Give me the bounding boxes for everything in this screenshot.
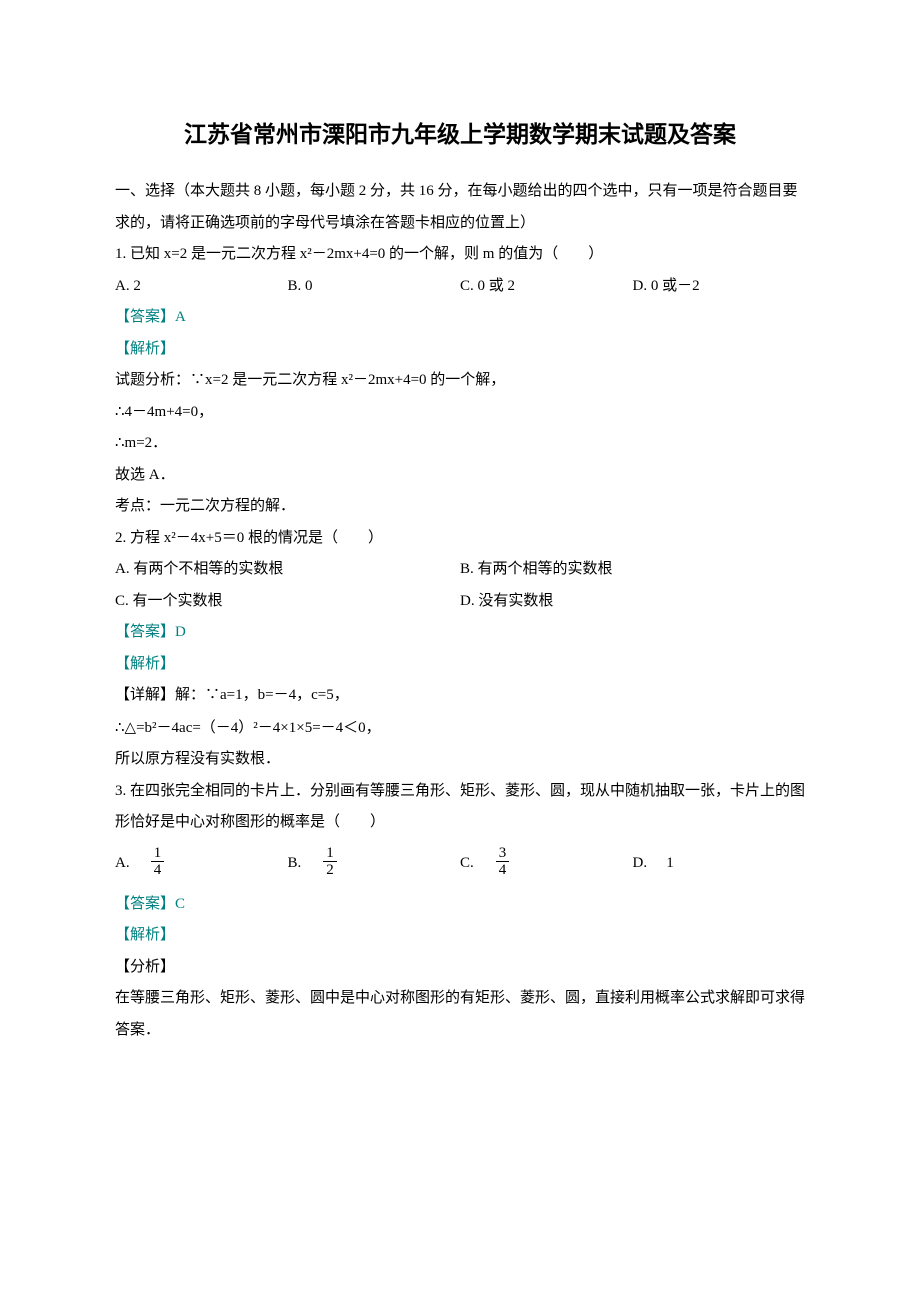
q3-analysis-label: 【解析】	[115, 920, 805, 952]
q2-sol-line1: 【详解】解：∵a=1，b=－4，c=5，	[115, 680, 805, 712]
q1-options: A. 2 B. 0 C. 0 或 2 D. 0 或－2	[115, 271, 805, 303]
section-intro: 一、选择（本大题共 8 小题，每小题 2 分，共 16 分，在每小题给出的四个选…	[115, 176, 805, 239]
q3-option-d: D. 1	[633, 848, 806, 880]
q2-option-d: D. 没有实数根	[460, 586, 805, 618]
q1-analysis-label: 【解析】	[115, 334, 805, 366]
q1-option-b: B. 0	[288, 271, 461, 303]
q3-option-c: C. 34	[460, 847, 633, 881]
q2-sol-line2: ∴△=b²－4ac=（－4）²－4×1×5=－4＜0，	[115, 712, 805, 745]
q2-sol-line3: 所以原方程没有实数根．	[115, 744, 805, 776]
q2-options: A. 有两个不相等的实数根 B. 有两个相等的实数根 C. 有一个实数根 D. …	[115, 554, 805, 617]
q1-option-c: C. 0 或 2	[460, 271, 633, 303]
q3-fenxi-label: 【分析】	[115, 952, 805, 984]
q1-sol-line2: ∴4－4m+4=0，	[115, 397, 805, 429]
q2-option-c: C. 有一个实数根	[115, 586, 460, 618]
q2-option-b: B. 有两个相等的实数根	[460, 554, 805, 586]
q2-option-a: A. 有两个不相等的实数根	[115, 554, 460, 586]
q2-stem: 2. 方程 x²－4x+5＝0 根的情况是（ ）	[115, 523, 805, 555]
q3-stem: 3. 在四张完全相同的卡片上．分别画有等腰三角形、矩形、菱形、圆，现从中随机抽取…	[115, 776, 805, 839]
page: 江苏省常州市溧阳市九年级上学期数学期末试题及答案 一、选择（本大题共 8 小题，…	[0, 0, 920, 1302]
page-title: 江苏省常州市溧阳市九年级上学期数学期末试题及答案	[115, 110, 805, 158]
q3-answer: 【答案】C	[115, 889, 805, 921]
q1-answer: 【答案】A	[115, 302, 805, 334]
q3-option-b: B. 12	[288, 847, 461, 881]
q3-sol-line1: 在等腰三角形、矩形、菱形、圆中是中心对称图形的有矩形、菱形、圆，直接利用概率公式…	[115, 983, 805, 1046]
q3-options: A. 14 B. 12 C. 34 D. 1	[115, 847, 805, 881]
q3-option-a: A. 14	[115, 847, 288, 881]
fraction-icon: 12	[323, 845, 337, 879]
q1-sol-line4: 故选 A．	[115, 460, 805, 492]
fraction-icon: 34	[496, 845, 510, 879]
q1-sol-line5: 考点：一元二次方程的解．	[115, 491, 805, 523]
q1-sol-line3: ∴m=2．	[115, 428, 805, 460]
q2-answer: 【答案】D	[115, 617, 805, 649]
q2-analysis-label: 【解析】	[115, 649, 805, 681]
q1-stem: 1. 已知 x=2 是一元二次方程 x²－2mx+4=0 的一个解，则 m 的值…	[115, 239, 805, 271]
q1-option-d: D. 0 或－2	[633, 271, 806, 303]
q1-option-a: A. 2	[115, 271, 288, 303]
fraction-icon: 14	[151, 845, 165, 879]
q1-sol-line1: 试题分析：∵x=2 是一元二次方程 x²－2mx+4=0 的一个解，	[115, 365, 805, 397]
